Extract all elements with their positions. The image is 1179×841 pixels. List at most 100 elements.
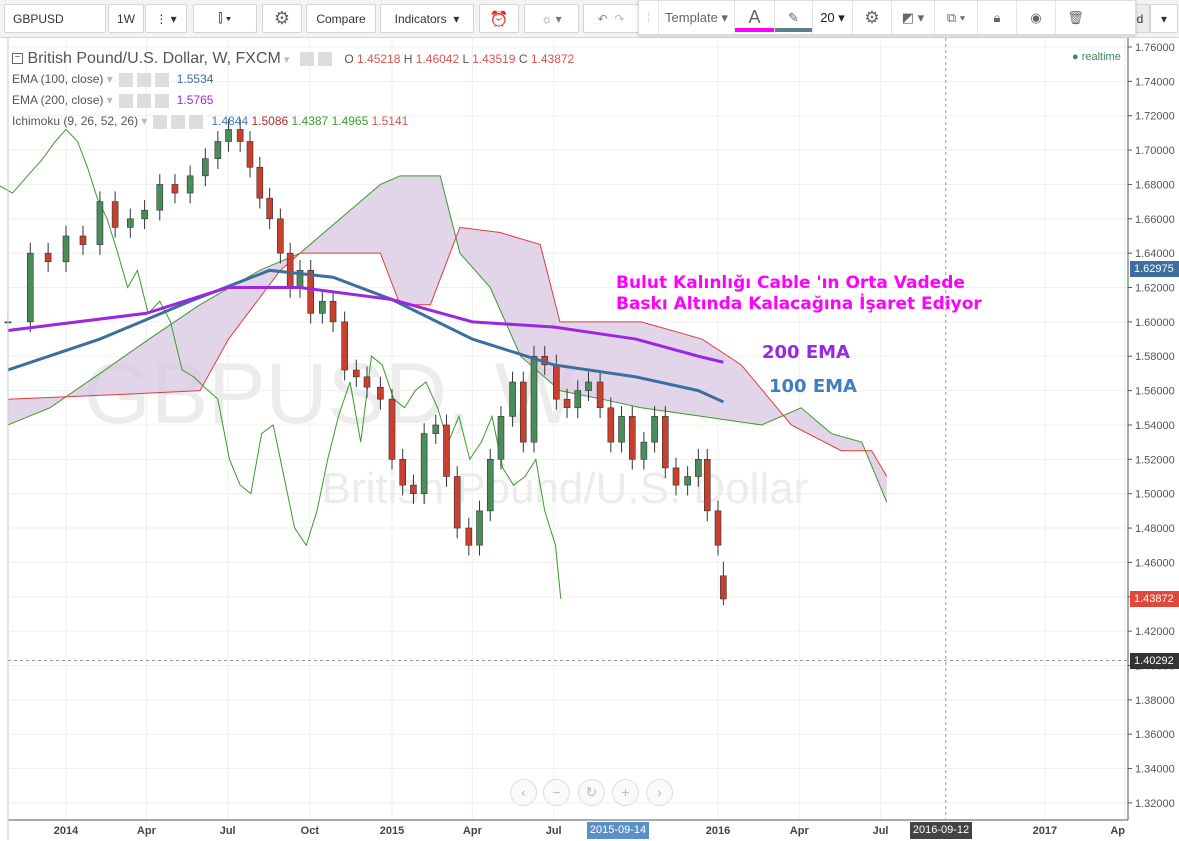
symbol-input[interactable]: GBPUSD [4,4,106,33]
template-label: Template [665,10,718,25]
candle [714,510,722,546]
cloud-annotation[interactable]: Bulut Kalınlığı Cable 'ın Orta Vadede Bas… [616,273,982,315]
lock-icon: 🔒︎ [993,9,1001,25]
candle [420,433,428,494]
compare-button[interactable]: Compare [306,4,376,33]
gear-icon: ⚙ [864,7,880,27]
zoom-in-button[interactable]: + [612,779,639,806]
candle [410,484,417,494]
clone-button[interactable]: ⧉ ▾ [935,1,978,34]
ema100-annotation[interactable]: 100 EMA [769,376,857,397]
drag-handle[interactable]: ⁞ [639,1,659,34]
clone-icon: ⧉ ▾ [946,9,966,25]
y-tick-label: 1.46000 [1135,557,1175,569]
settings-button[interactable]: ⚙ [262,4,302,33]
candle [476,510,483,546]
ema200-buttons[interactable] [118,93,171,108]
close-value: 1.43872 [530,52,575,66]
y-tick-label: 1.60000 [1135,317,1175,329]
y-tick-label: 1.72000 [1135,111,1175,123]
span-a-line [7,175,888,503]
collapse-icon[interactable]: − [12,53,23,65]
reset-button[interactable]: ↻ [578,779,605,806]
lightbulb-icon: ☼ ▾ [541,11,562,26]
drawing-settings-button[interactable]: ⚙ [853,1,892,34]
annotation-line-2: Baskı Altında Kalacağına İşaret Ediyor [616,294,982,314]
font-size-dropdown[interactable]: 20 ▾ [813,1,853,34]
indicators-label: Indicators [394,11,447,26]
lock-button[interactable]: 🔒︎ [978,1,1017,34]
last-price-badge: 1.43872 [1130,591,1179,607]
chart-style-button[interactable]: ⫿ ▾ [193,4,257,33]
interval-dropdown[interactable]: ⋮ ▾ [145,4,187,33]
candle [96,201,104,245]
template-button[interactable]: Template ▾ [659,1,735,34]
candle [256,166,264,199]
y-tick-label: 1.70000 [1135,145,1175,157]
ema100-legend[interactable]: EMA (100, close) ▾ 1.5534 [12,72,214,87]
y-tick-label: 1.42000 [1135,626,1175,638]
undo-redo[interactable]: ↶ ↷ [583,4,639,33]
undo-icon[interactable]: ↶ [597,11,608,26]
x-tick-label: 2016 [706,825,730,837]
x-tick-label: 2015 [380,825,404,837]
cursor-time-badge: 2016-09-12 [910,822,972,839]
ichimoku-legend[interactable]: Ichimoku (9, 26, 52, 26) ▾ 1.4844 1.5086 … [12,114,409,129]
candle [352,369,360,378]
y-tick-label: 1.58000 [1135,351,1175,363]
indicators-button[interactable]: Indicators ▾ [380,4,474,33]
bring-to-front-icon: ◩ ▾ [901,9,925,25]
visibility-button[interactable]: ◉ [1017,1,1056,34]
more-icon: ⋮ ▾ [155,11,177,26]
scroll-right-button[interactable]: › [646,779,673,806]
ema200-legend[interactable]: EMA (200, close) ▾ 1.5765 [12,93,214,108]
ema100-buttons[interactable] [118,72,171,87]
candle [319,300,326,314]
ichimoku-cloud [7,175,887,503]
x-tick-label: Oct [301,825,320,837]
x-tick-label: Jul [873,825,889,837]
axes: 1.76000 1.74000 1.72000 1.70000 1.68000 1.660… [7,38,1175,840]
candle [214,141,222,159]
open-label: O [344,52,354,66]
candle [377,386,384,400]
candle [486,459,494,512]
candle [62,235,70,263]
y-tick-label: 1.76000 [1135,42,1175,54]
interval-button[interactable]: 1W [108,4,144,33]
ema200-annotation[interactable]: 200 EMA [762,342,850,363]
candle [530,355,538,443]
high-label: H [403,52,413,66]
price-chart[interactable]: GBPUSD, W British Pound/U.S. Dollar 1.76… [0,38,1179,841]
zoom-out-button[interactable]: − [543,779,570,806]
text-color-button[interactable]: A [735,1,775,34]
kijun-value: 1.5086 [251,114,289,128]
candle [236,129,244,142]
scroll-left-button[interactable]: ‹ [510,779,537,806]
candle [553,364,560,400]
ema200-value: 1.5765 [176,93,214,107]
redo-icon[interactable]: ↷ [614,11,625,26]
bring-forward-button[interactable]: ◩ ▾ [892,1,935,34]
candle [44,252,52,263]
ichimoku-label: Ichimoku (9, 26, 52, 26) [12,114,139,128]
candle [443,424,450,477]
ichimoku-buttons[interactable] [153,114,206,129]
candle [388,398,396,460]
layout-dropdown[interactable]: ▾ [1150,4,1178,33]
line-color-button[interactable]: ✎ [775,1,813,34]
candle [497,416,505,460]
ema100-value: 1.5534 [176,72,214,86]
alert-button[interactable]: ⏰ [479,4,519,33]
candle [156,184,164,211]
candle [246,141,254,168]
status-dot-icon: ● [1072,51,1079,63]
ideas-button[interactable]: ☼ ▾ [524,4,579,33]
candle [651,416,658,443]
realtime-indicator: ● realtime [1072,51,1121,63]
candle [26,252,34,323]
delete-button[interactable]: 🗑︎ [1056,1,1095,34]
ema100-price-badge: 1.62975 [1130,261,1179,277]
series-buttons[interactable] [299,51,334,66]
candle [363,376,371,388]
